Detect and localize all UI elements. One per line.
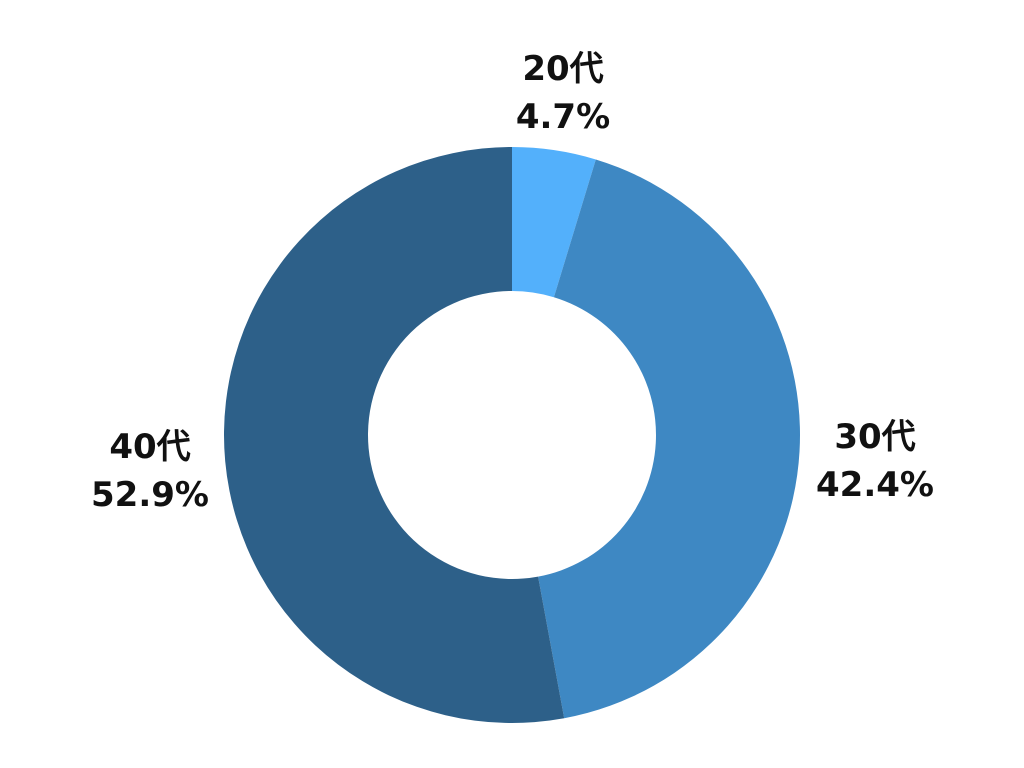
slice-2 [538,159,800,719]
donut-slices [223,147,800,724]
slice-category-label-1: 20代 [522,49,603,89]
slice-category-label-2: 30代 [834,417,915,457]
slice-value-label-3: 52.9% [91,475,209,515]
slice-1 [512,147,596,298]
slice-category-label-3: 40代 [109,427,190,467]
slice-value-label-1: 4.7% [516,97,610,137]
slice-labels: 20代 4.7% 30代 42.4% 40代 52.9% [91,49,934,515]
slice-3 [223,147,565,724]
slice-value-label-2: 42.4% [816,465,934,505]
